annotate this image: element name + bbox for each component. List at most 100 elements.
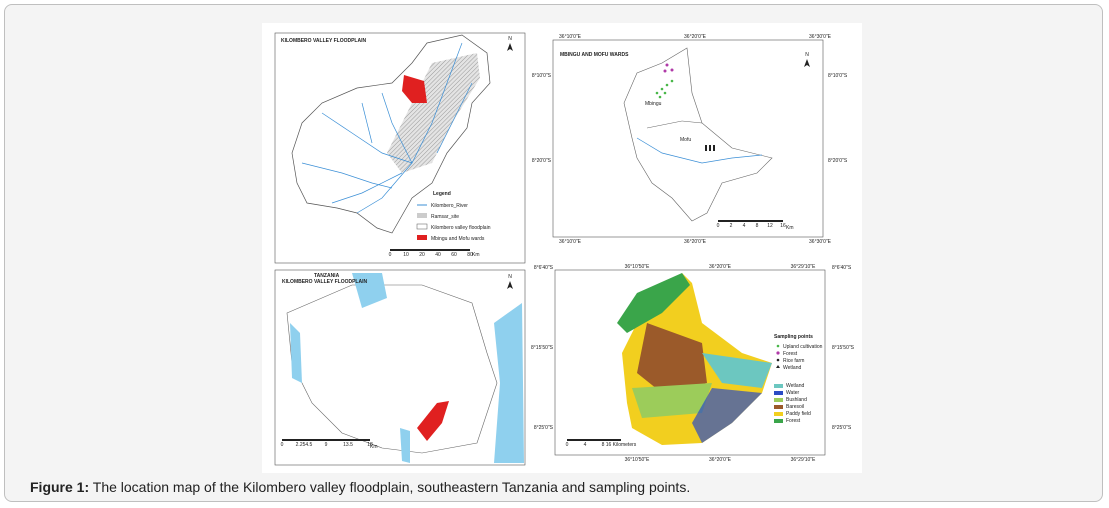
coord-label: 36°29'10"E [791, 457, 816, 463]
legend-label: Kilombero_River [431, 203, 468, 209]
scale-unit: Km [370, 444, 378, 450]
legend-swatch [417, 213, 427, 218]
north-label: N [805, 52, 809, 58]
coord-label: 8°20'0"S [532, 158, 552, 164]
scale-label: 0 [717, 223, 720, 229]
legend-label: Baresoil [786, 404, 804, 410]
coord-label: 8°6'40"S [534, 265, 554, 271]
scale-label: 10 [403, 252, 409, 258]
coord-label: 8°15'50"S [832, 345, 855, 351]
scale-label: 40 [435, 252, 441, 258]
coord-label: 8°25'0"S [534, 425, 554, 431]
scale-label: 20 [419, 252, 425, 258]
figure: KILOMBERO VALLEY FLOODPLAIN N Legend Kilomb… [262, 23, 862, 473]
legend-label: Mbingu and Mofu wards [431, 236, 485, 242]
legend-label: Bushland [786, 397, 807, 403]
coord-label: 36°20'0"E [684, 239, 707, 245]
scale-label: 8 [602, 442, 605, 448]
panel-title: TANZANIA [314, 273, 340, 279]
coord-label: 36°10'0"E [559, 34, 582, 40]
coord-label: 8°10'0"S [828, 73, 848, 79]
ramsar-site [387, 53, 480, 173]
panel-title: MBINGU AND MOFU WARDS [560, 52, 629, 58]
legend-title: Sampling points [774, 334, 813, 340]
place-label: Mofu [680, 137, 691, 143]
scale-label: 2.254.5 [296, 442, 313, 448]
legend-swatch [416, 223, 428, 230]
scale-label: 16 [780, 223, 786, 229]
legend-swatch [417, 235, 427, 240]
coord-label: 36°20'0"E [684, 34, 707, 40]
legend-label: Paddy field [786, 411, 811, 417]
scale-label: 4 [743, 223, 746, 229]
coord-label: 36°10'0"E [559, 239, 582, 245]
coord-label: 36°20'0"E [709, 457, 732, 463]
scale-bar [390, 249, 470, 251]
coord-label: 36°29'10"E [791, 264, 816, 270]
ocean [494, 303, 524, 463]
north-arrow [507, 281, 513, 289]
landcover-forest [617, 273, 690, 333]
scale-label: 8 [756, 223, 759, 229]
legend-label: Wetland [783, 365, 801, 371]
scale-label: 13.5 [343, 442, 353, 448]
figure-box: KILOMBERO VALLEY FLOODPLAIN N Legend Kilomb… [4, 4, 1103, 502]
scale-label: 0 [566, 442, 569, 448]
rice-farm-points [705, 145, 715, 151]
lake [400, 428, 410, 463]
coord-label: 8°6'40"S [832, 265, 852, 271]
scale-unit: Km [786, 225, 794, 231]
landcover-legend [774, 344, 783, 423]
scale-label: 4 [584, 442, 587, 448]
forest-points [663, 63, 674, 73]
scale-label: 16 Kilometers [606, 442, 637, 448]
panel-title: KILOMBERO VALLEY FLOODPLAIN [281, 38, 366, 44]
place-label: Mbingu [645, 101, 662, 107]
coord-label: 36°10'50"E [625, 457, 650, 463]
legend-label: Rice farm [783, 358, 804, 364]
coord-label: 36°20'0"E [709, 264, 732, 270]
landcover-wetland [702, 353, 772, 388]
scale-label: 18 [367, 442, 373, 448]
scale-label: 12 [767, 223, 773, 229]
caption-label: Figure 1: [30, 479, 90, 495]
ward-boundary [646, 120, 703, 129]
caption: Figure 1: The location map of the Kilomb… [30, 479, 690, 495]
legend-title: Legend [433, 191, 451, 197]
coord-label: 36°30'0"E [809, 239, 832, 245]
wards [402, 75, 427, 103]
floodplain-location [417, 401, 449, 441]
lake [352, 273, 387, 308]
scale-label: 0 [281, 442, 284, 448]
north-arrow [507, 43, 513, 51]
coord-label: 36°10'50"E [625, 264, 650, 270]
lake [290, 323, 302, 383]
caption-text: The location map of the Kilombero valley… [92, 479, 691, 495]
coord-label: 36°30'0"E [809, 34, 832, 40]
scale-bar [567, 439, 621, 441]
legend-label: Upland cultivation [783, 344, 823, 350]
sampling-points [655, 79, 674, 99]
panel-title: KILOMBERO VALLEY FLOODPLAIN [282, 279, 367, 285]
scale-label: 2 [730, 223, 733, 229]
scale-label: 60 [451, 252, 457, 258]
maps: KILOMBERO VALLEY FLOODPLAIN N Legend Kilomb… [274, 32, 855, 466]
scale-bar [282, 439, 370, 441]
scale-unit: Km [472, 252, 480, 258]
legend-label: Forest [786, 418, 801, 424]
scale-label: 80 [467, 252, 473, 258]
north-arrow [804, 59, 810, 67]
coord-label: 8°15'50"S [531, 345, 554, 351]
legend-label: Wetland [786, 383, 804, 389]
scale-label: 9 [325, 442, 328, 448]
coord-label: 8°20'0"S [828, 158, 848, 164]
landcover-baresoil [637, 323, 707, 393]
landcover-bushland [632, 383, 712, 418]
rivers [301, 42, 473, 214]
legend-label: Water [786, 390, 799, 396]
legend-label: Kilombero valley floodplain [431, 225, 491, 231]
coord-label: 8°25'0"S [832, 425, 852, 431]
legend-label: Ramsar_site [431, 214, 459, 220]
river [636, 137, 763, 164]
north-label: N [508, 36, 512, 42]
